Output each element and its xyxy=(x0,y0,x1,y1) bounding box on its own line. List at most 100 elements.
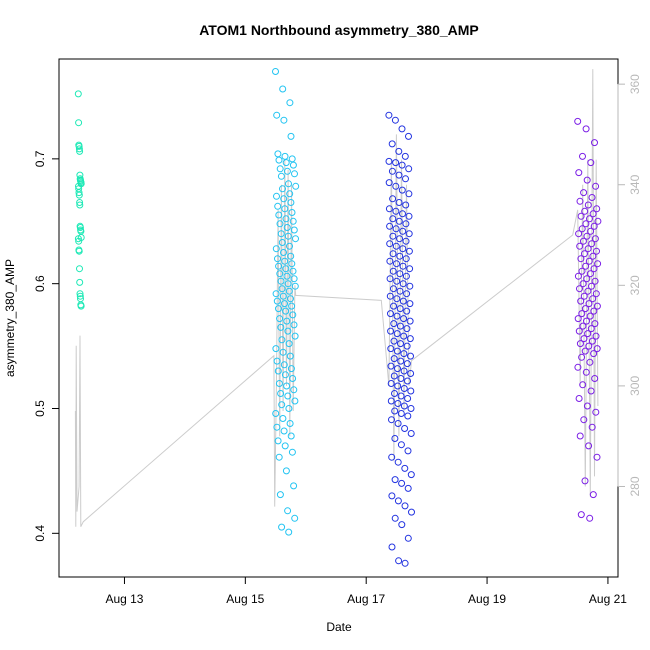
data-point xyxy=(399,227,407,235)
data-point xyxy=(287,199,295,206)
data-point xyxy=(585,300,593,308)
data-point xyxy=(395,199,403,206)
y-right-tick-label: 300 xyxy=(628,376,642,396)
data-point xyxy=(280,427,288,435)
data-point xyxy=(291,332,299,340)
data-point xyxy=(272,68,279,75)
data-point xyxy=(589,295,597,303)
data-point xyxy=(285,287,293,295)
data-point xyxy=(274,367,282,375)
data-point xyxy=(397,392,405,400)
data-point xyxy=(590,265,598,273)
data-point xyxy=(75,189,83,197)
data-point xyxy=(576,242,584,250)
data-point xyxy=(387,362,395,370)
data-point xyxy=(402,237,410,245)
data-point xyxy=(281,257,289,265)
data-point xyxy=(280,116,288,124)
data-point xyxy=(588,194,596,201)
data-point xyxy=(582,125,590,133)
data-point xyxy=(393,260,400,268)
data-point xyxy=(401,464,409,472)
data-point xyxy=(406,300,414,308)
data-point xyxy=(398,521,406,529)
data-point xyxy=(400,350,408,358)
data-point xyxy=(580,335,588,343)
data-point xyxy=(393,312,401,320)
data-point xyxy=(402,272,410,280)
data-point xyxy=(291,397,299,405)
data-point xyxy=(286,352,294,360)
data-point xyxy=(588,282,595,290)
data-point xyxy=(276,491,284,499)
data-point xyxy=(576,197,584,205)
data-point xyxy=(403,307,411,315)
data-point xyxy=(405,247,413,255)
data-point xyxy=(580,189,588,197)
data-point xyxy=(398,161,406,169)
data-point xyxy=(581,207,589,215)
data-point xyxy=(593,205,601,213)
data-point xyxy=(282,467,290,475)
data-point xyxy=(394,420,402,427)
data-point xyxy=(396,305,404,313)
data-point xyxy=(396,252,404,260)
data-point xyxy=(287,252,295,260)
data-point xyxy=(388,543,396,551)
data-point xyxy=(389,195,397,203)
data-point xyxy=(587,325,595,333)
data-point xyxy=(390,302,398,310)
data-point xyxy=(591,235,599,243)
data-point xyxy=(387,327,395,335)
data-point xyxy=(285,405,293,412)
data-point xyxy=(396,322,404,330)
data-point xyxy=(404,377,411,385)
data-point xyxy=(279,292,287,300)
data-point xyxy=(291,170,298,178)
data-point xyxy=(292,182,300,190)
data-point xyxy=(287,432,295,440)
data-point xyxy=(579,280,587,288)
data-point xyxy=(584,201,592,209)
x-tick-label: Aug 19 xyxy=(468,592,506,606)
data-point xyxy=(288,448,296,456)
data-point xyxy=(277,390,285,397)
data-point xyxy=(576,432,584,440)
data-point xyxy=(77,302,85,310)
data-point xyxy=(589,252,597,260)
data-point xyxy=(388,140,396,148)
data-point xyxy=(74,235,82,243)
data-point xyxy=(280,361,288,369)
series-1 xyxy=(74,90,85,310)
data-point xyxy=(273,423,281,431)
data-point xyxy=(400,367,408,375)
data-point xyxy=(591,375,599,382)
data-point xyxy=(387,310,394,318)
data-point xyxy=(393,347,401,355)
data-point xyxy=(280,249,287,256)
data-point xyxy=(282,265,290,273)
data-point xyxy=(579,152,586,160)
data-point xyxy=(404,395,412,402)
data-point xyxy=(279,85,287,93)
data-point xyxy=(594,217,602,225)
data-point xyxy=(276,270,284,278)
data-point xyxy=(397,410,405,417)
data-point xyxy=(407,471,415,479)
data-point xyxy=(581,477,589,485)
data-point xyxy=(594,260,602,268)
data-point xyxy=(577,255,585,263)
x-tick-label: Aug 15 xyxy=(226,592,264,606)
data-point xyxy=(76,290,84,298)
y-axis-label: asymmetry_380_AMP xyxy=(3,259,17,377)
data-point xyxy=(277,230,285,238)
data-point xyxy=(290,275,298,283)
data-point xyxy=(404,484,412,492)
data-point xyxy=(386,222,394,230)
data-point xyxy=(593,247,600,255)
data-point xyxy=(74,90,82,98)
data-point xyxy=(394,365,401,373)
data-point xyxy=(275,211,283,219)
data-point xyxy=(273,297,281,305)
data-point xyxy=(285,528,293,536)
